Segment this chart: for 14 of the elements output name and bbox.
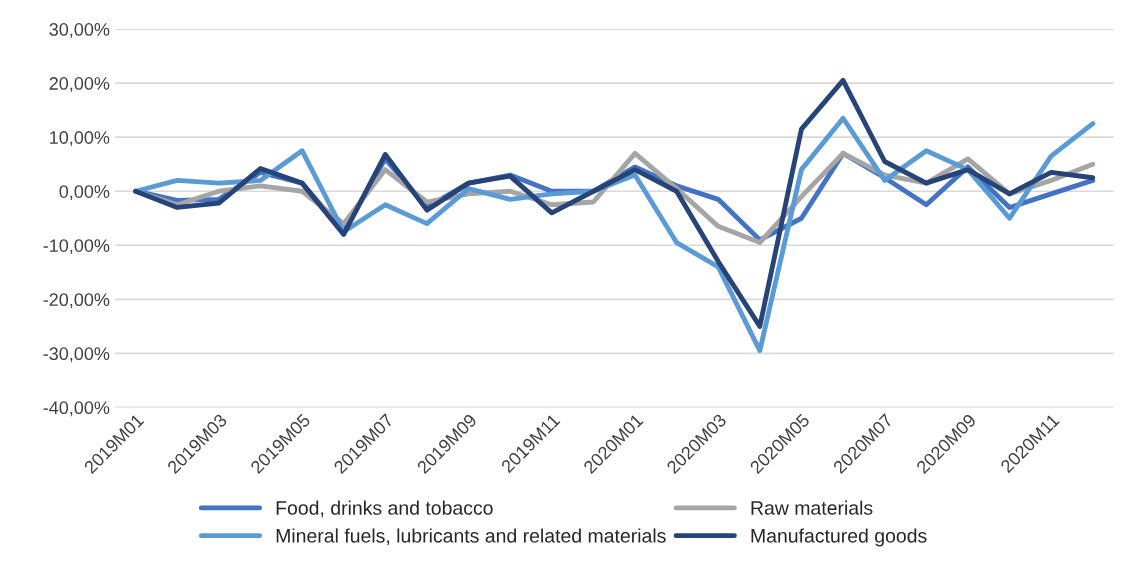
legend-label: Food, drinks and tobacco (276, 500, 493, 518)
legend-label: Mineral fuels, lubricants and related materials (276, 528, 666, 545)
y-tick-label: -30,00% (43, 347, 110, 363)
legend-label: Raw materials (751, 500, 873, 515)
y-tick-label: -40,00% (43, 401, 110, 417)
y-tick-label: 0,00% (59, 185, 110, 201)
y-tick-label: -10,00% (43, 239, 110, 255)
y-tick-label: 30,00% (49, 23, 110, 38)
line-series (133, 115, 1096, 354)
y-tick-label: 20,00% (49, 77, 110, 92)
legend-label: Manufactured goods (751, 528, 927, 547)
y-tick-label: -20,00% (43, 293, 110, 309)
y-tick-label: 10,00% (50, 131, 110, 147)
line-series (133, 78, 1096, 329)
